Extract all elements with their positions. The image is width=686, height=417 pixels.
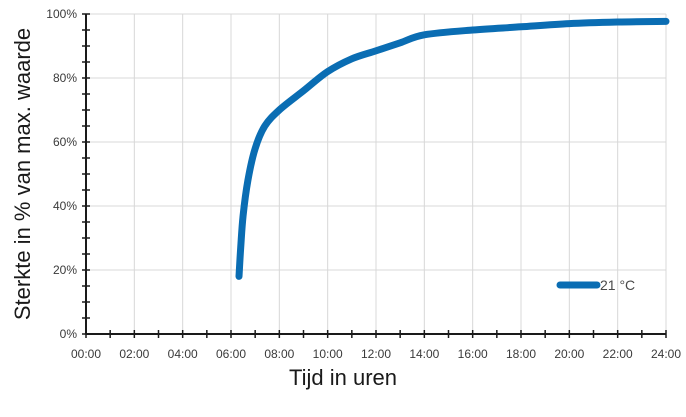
y-tick-label: 80%	[53, 71, 77, 85]
x-tick-label: 16:00	[458, 347, 488, 361]
x-tick-label: 10:00	[313, 347, 343, 361]
y-tick-label: 100%	[46, 7, 77, 21]
grid	[86, 13, 667, 334]
x-tick-label: 20:00	[554, 347, 584, 361]
y-tick-label: 20%	[53, 263, 77, 277]
x-tick-label: 12:00	[361, 347, 391, 361]
y-axis-title: Sterkte in % van max. waarde	[10, 28, 35, 320]
axes: 00:00 02:00 04:00 06:00 08:00 10:00 12:00 14:00…	[46, 7, 681, 361]
x-tick-label: 02:00	[119, 347, 149, 361]
legend-label: 21 °C	[600, 277, 635, 293]
y-tick-label: 0%	[60, 327, 78, 341]
y-tick-label: 40%	[53, 199, 77, 213]
x-tick-label: 08:00	[264, 347, 294, 361]
x-tick-label: 00:00	[71, 347, 101, 361]
x-tick-label: 22:00	[603, 347, 633, 361]
x-tick-label: 06:00	[216, 347, 246, 361]
x-tick-label: 18:00	[506, 347, 536, 361]
x-tick-label: 14:00	[409, 347, 439, 361]
x-tick-label: 04:00	[168, 347, 198, 361]
series-layer	[235, 17, 670, 280]
x-axis-title: Tijd in uren	[289, 365, 397, 390]
y-tick-label: 60%	[53, 135, 77, 149]
legend: 21 °C	[556, 277, 635, 293]
series-line-21c	[235, 17, 670, 280]
x-tick-label: 24:00	[651, 347, 681, 361]
